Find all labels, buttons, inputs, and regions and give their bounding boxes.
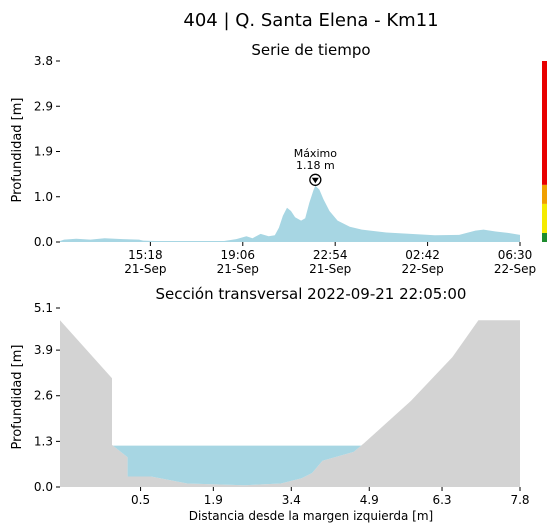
xtick-time: 22:54 [313,248,348,262]
xtick-date: 22-Sep [494,262,536,276]
cross-section-xlabel: Distancia desde la margen izquierda [m] [189,509,433,523]
alert-level-bar [542,61,547,242]
ytick-label: 0.0 [34,480,53,494]
ytick-label: 3.9 [34,343,53,357]
time-series-yticks: 0.0 1.0 1.9 2.9 3.8 [34,54,60,249]
max-value: 1.18 m [296,159,335,172]
xtick-date: 21-Sep [124,262,166,276]
figure-title: 404 | Q. Santa Elena - Km11 [183,10,438,31]
depth-area [60,185,520,242]
max-annotation: Máximo 1.18 m [294,147,338,186]
ytick-label: 5.1 [34,301,53,315]
xtick-label: 1.9 [204,493,223,507]
xtick-time: 19:06 [220,248,255,262]
xtick-date: 21-Sep [309,262,351,276]
xtick-label: 3.4 [282,493,301,507]
ytick-label: 2.9 [34,99,53,113]
max-marker-triangle [311,177,319,184]
cross-section-title: Sección transversal 2022-09-21 22:05:00 [156,285,467,303]
xtick-date: 21-Sep [217,262,259,276]
ytick-label: 2.6 [34,389,53,403]
xtick-date: 22-Sep [401,262,443,276]
ytick-label: 3.8 [34,54,53,68]
xtick-label: 7.8 [510,493,529,507]
xtick-time: 15:18 [128,248,163,262]
time-series-xticks: 15:1821-Sep19:0621-Sep22:5421-Sep02:4222… [124,242,536,276]
alert-level-segment [542,184,547,204]
alert-level-segment [542,203,547,233]
cross-section-xticks: 0.5 1.9 3.4 4.9 6.3 7.8 [131,487,530,507]
cross-section-ylabel: Profundidad [m] [10,345,25,450]
xtick-time: 06:30 [498,248,533,262]
water-section [112,445,362,486]
cross-section-yticks: 0.0 1.3 2.6 3.9 5.1 [34,301,60,494]
cross-section-chart: Sección transversal 2022-09-21 22:05:00 … [10,285,530,523]
xtick-label: 4.9 [360,493,379,507]
xtick-label: 0.5 [131,493,150,507]
riverbed-ground [60,320,520,487]
xtick-time: 02:42 [405,248,440,262]
time-series-chart: Serie de tiempo Profundidad [m] 0.0 1.0 1.… [10,41,547,276]
ytick-label: 1.0 [34,190,53,204]
max-label: Máximo [294,147,338,160]
time-series-ylabel: Profundidad [m] [10,98,25,203]
ytick-label: 1.9 [34,145,53,159]
ytick-label: 0.0 [34,235,53,249]
alert-level-segment [542,61,547,185]
time-series-title: Serie de tiempo [251,41,370,59]
xtick-label: 6.3 [432,493,451,507]
alert-level-segment [542,232,547,242]
ytick-label: 1.3 [34,434,53,448]
